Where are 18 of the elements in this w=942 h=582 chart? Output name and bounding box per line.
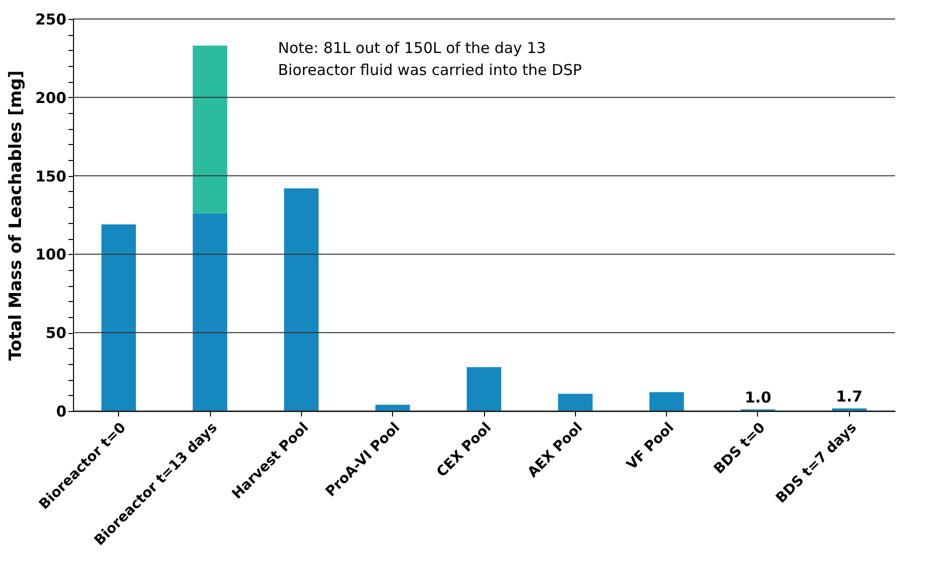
- bar: [192, 213, 228, 411]
- bar: [649, 392, 684, 411]
- data-label: 1.0: [744, 388, 772, 406]
- y-tick-label: 150: [35, 167, 66, 186]
- bar: [466, 367, 502, 411]
- bar: [101, 224, 136, 411]
- data-label: 1.7: [836, 387, 863, 406]
- bar: [375, 404, 410, 411]
- annotation: Note: 81L out of 150L of the day 13 Bioreactor fluid was carried into the DSP: [278, 39, 582, 79]
- y-tick-label: 50: [46, 324, 66, 342]
- y-tick-label: 100: [35, 246, 66, 264]
- y-tick-label: 250: [35, 10, 66, 28]
- bar: [284, 188, 319, 411]
- bar: [558, 394, 593, 411]
- y-tick-label: 0: [56, 402, 66, 420]
- y-tick-label: 200: [35, 88, 66, 107]
- bar: [192, 46, 228, 214]
- y-axis-title: Total Mass of Leachables [mg]: [6, 70, 26, 361]
